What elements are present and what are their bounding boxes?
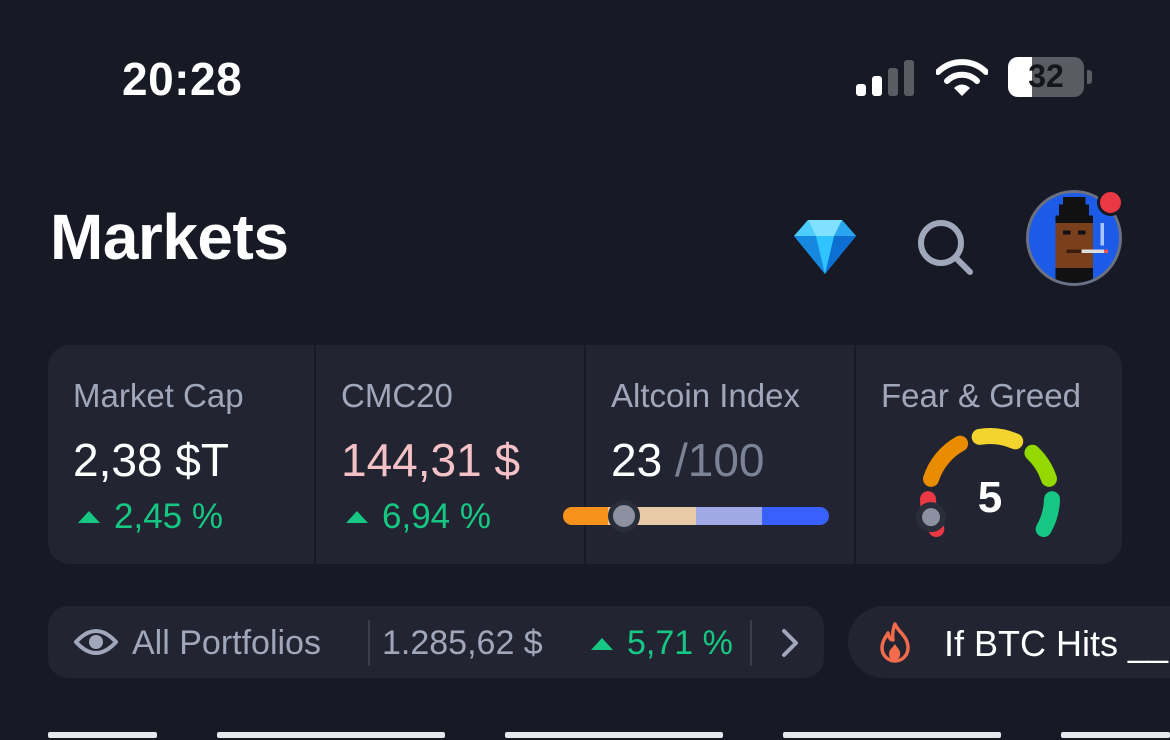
chevron-right-icon[interactable] — [778, 628, 802, 658]
market-cap-change: 2,45 % — [78, 497, 223, 537]
altcoin-index-value: 23 /100 — [611, 433, 764, 487]
btc-prediction-pill[interactable]: If BTC Hits __ — [848, 606, 1170, 678]
fear-greed-label: Fear & Greed — [881, 377, 1081, 414]
cmc20-stat[interactable]: CMC20 144,31 $ 6,94 % — [316, 345, 586, 564]
altcoin-index-number: 23 — [611, 434, 663, 486]
btc-prediction-label: If BTC Hits __ — [944, 623, 1169, 664]
cellular-signal-icon — [856, 60, 914, 96]
altcoin-index-bar — [563, 507, 829, 525]
arrow-up-icon — [346, 511, 368, 523]
divider — [750, 620, 752, 666]
eye-icon[interactable] — [74, 626, 118, 658]
search-icon[interactable] — [916, 218, 974, 276]
category-tabs-peek — [48, 732, 1170, 740]
notification-dot — [1097, 189, 1124, 216]
cmc20-value: 144,31 $ — [341, 434, 521, 486]
wifi-icon — [936, 59, 988, 96]
battery-level: 32 — [1028, 58, 1064, 94]
portfolio-summary[interactable]: All Portfolios 1.285,62 $ 5,71 % — [48, 606, 824, 678]
market-cap-value: 2,38 $T — [73, 434, 229, 486]
cmc20-change-value: 6,94 % — [382, 497, 491, 536]
arrow-up-icon — [591, 637, 613, 650]
fear-greed-value: 5 — [978, 473, 1002, 522]
portfolio-value: 1.285,62 $ — [382, 624, 543, 662]
portfolio-change-value: 5,71 % — [627, 624, 733, 662]
divider — [368, 620, 370, 666]
altcoin-index-marker — [608, 500, 641, 532]
cmc20-change: 6,94 % — [346, 497, 491, 537]
altcoin-index-suffix: /100 — [674, 434, 765, 486]
altcoin-index-label: Altcoin Index — [611, 377, 800, 414]
altcoin-index-stat[interactable]: Altcoin Index 23 /100 — [586, 345, 856, 564]
fire-icon — [880, 622, 910, 663]
fear-greed-stat[interactable]: Fear & Greed — [856, 345, 1122, 564]
page-title: Markets — [50, 201, 289, 273]
battery-icon: 32 — [1008, 57, 1084, 97]
market-cap-change-value: 2,45 % — [114, 497, 223, 536]
fear-greed-gauge: 5 — [916, 428, 1060, 537]
battery-tip — [1087, 70, 1092, 84]
portfolio-change: 5,71 % — [591, 624, 733, 663]
cmc20-label: CMC20 — [341, 377, 453, 414]
status-time: 20:28 — [122, 53, 243, 105]
market-cap-stat[interactable]: Market Cap 2,38 $T 2,45 % — [48, 345, 316, 564]
portfolio-label: All Portfolios — [132, 624, 321, 662]
diamond-icon[interactable] — [794, 218, 856, 274]
market-cap-label: Market Cap — [73, 377, 244, 414]
avatar[interactable] — [1026, 190, 1122, 286]
arrow-up-icon — [78, 511, 100, 523]
